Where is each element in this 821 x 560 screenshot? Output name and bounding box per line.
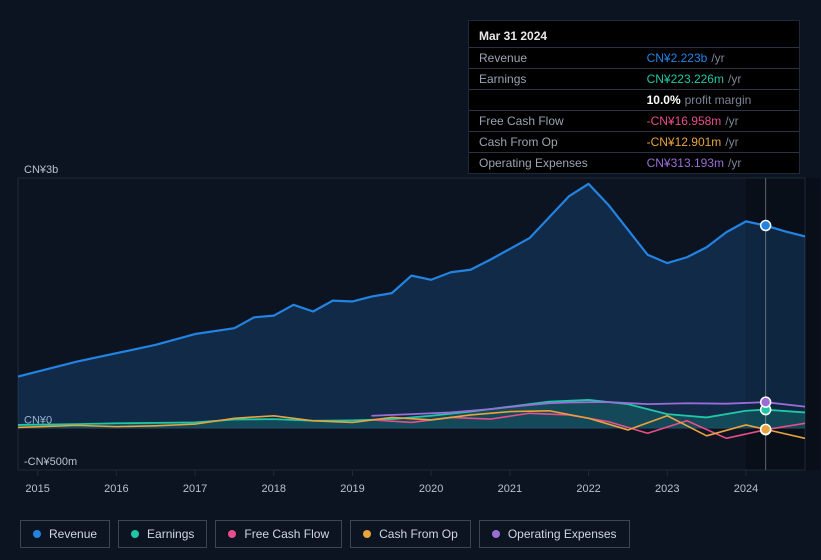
- tooltip-value: CN¥313.193m/yr: [637, 153, 799, 174]
- tooltip-label: Operating Expenses: [469, 153, 637, 174]
- tooltip-label: Cash From Op: [469, 132, 637, 153]
- legend-label: Earnings: [147, 527, 194, 541]
- legend-item-cfo[interactable]: Cash From Op: [350, 520, 471, 548]
- tooltip-value: CN¥223.226m/yr: [637, 69, 799, 90]
- svg-text:CN¥3b: CN¥3b: [24, 164, 58, 176]
- legend-dot-icon: [228, 530, 236, 538]
- chart-tooltip: Mar 31 2024 RevenueCN¥2.223b/yrEarningsC…: [468, 20, 800, 174]
- tooltip-row: Operating ExpensesCN¥313.193m/yr: [469, 153, 799, 174]
- tooltip-value: -CN¥16.958m/yr: [637, 111, 799, 132]
- legend-item-revenue[interactable]: Revenue: [20, 520, 110, 548]
- tooltip-table: RevenueCN¥2.223b/yrEarningsCN¥223.226m/y…: [469, 48, 799, 173]
- legend-item-earnings[interactable]: Earnings: [118, 520, 207, 548]
- svg-text:2017: 2017: [183, 483, 207, 495]
- tooltip-value: -CN¥12.901m/yr: [637, 132, 799, 153]
- svg-text:2021: 2021: [498, 483, 522, 495]
- tooltip-row: Cash From Op-CN¥12.901m/yr: [469, 132, 799, 153]
- tooltip-value: 10.0%profit margin: [637, 90, 799, 111]
- legend-dot-icon: [492, 530, 500, 538]
- tooltip-label: Earnings: [469, 69, 637, 90]
- svg-text:2016: 2016: [104, 483, 128, 495]
- tooltip-row: RevenueCN¥2.223b/yr: [469, 48, 799, 69]
- tooltip-label: [469, 90, 637, 111]
- tooltip-row: Free Cash Flow-CN¥16.958m/yr: [469, 111, 799, 132]
- legend-label: Operating Expenses: [508, 527, 617, 541]
- legend-label: Free Cash Flow: [244, 527, 329, 541]
- tooltip-label: Free Cash Flow: [469, 111, 637, 132]
- legend-label: Cash From Op: [379, 527, 458, 541]
- chart-legend: Revenue Earnings Free Cash Flow Cash From O…: [20, 520, 630, 548]
- legend-dot-icon: [131, 530, 139, 538]
- tooltip-label: Revenue: [469, 48, 637, 69]
- svg-text:-CN¥500m: -CN¥500m: [24, 456, 77, 468]
- tooltip-row: 10.0%profit margin: [469, 90, 799, 111]
- svg-text:2022: 2022: [576, 483, 600, 495]
- svg-text:2019: 2019: [340, 483, 364, 495]
- tooltip-row: EarningsCN¥223.226m/yr: [469, 69, 799, 90]
- legend-item-opex[interactable]: Operating Expenses: [479, 520, 630, 548]
- legend-label: Revenue: [49, 527, 97, 541]
- svg-text:2023: 2023: [655, 483, 679, 495]
- tooltip-date: Mar 31 2024: [469, 25, 799, 48]
- svg-text:2020: 2020: [419, 483, 443, 495]
- tooltip-value: CN¥2.223b/yr: [637, 48, 799, 69]
- legend-item-fcf[interactable]: Free Cash Flow: [215, 520, 342, 548]
- svg-text:2024: 2024: [734, 483, 758, 495]
- svg-text:2015: 2015: [25, 483, 49, 495]
- legend-dot-icon: [33, 530, 41, 538]
- legend-dot-icon: [363, 530, 371, 538]
- svg-text:2018: 2018: [262, 483, 286, 495]
